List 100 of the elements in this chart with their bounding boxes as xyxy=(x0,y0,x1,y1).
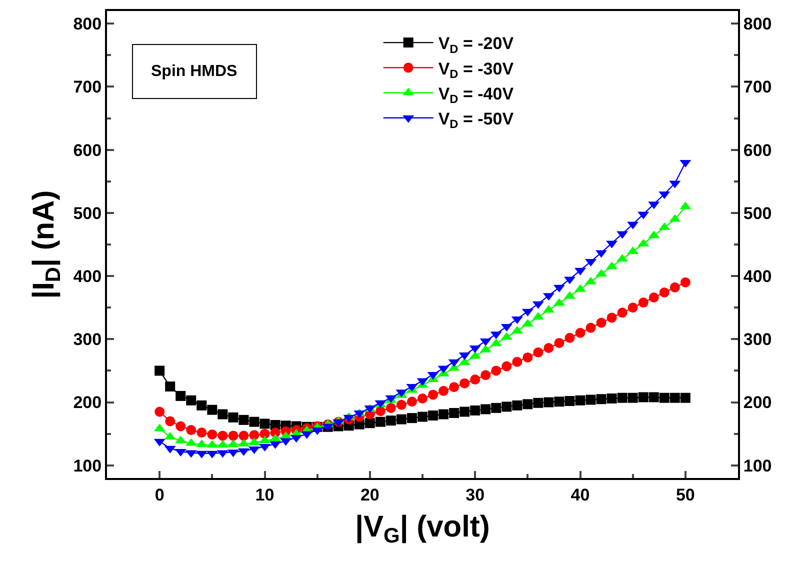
x-tick-label: 0 xyxy=(154,485,164,504)
y2-tick-label: 300 xyxy=(743,330,772,350)
point xyxy=(176,421,186,432)
point xyxy=(418,412,428,422)
point xyxy=(512,356,522,367)
point xyxy=(165,416,176,426)
point xyxy=(260,418,270,429)
point xyxy=(186,395,196,406)
point xyxy=(680,277,690,288)
point xyxy=(512,400,522,410)
point xyxy=(218,430,228,441)
point xyxy=(480,404,491,414)
point xyxy=(617,308,628,318)
point xyxy=(249,416,260,427)
point xyxy=(218,409,228,420)
y-tick-label: 200 xyxy=(73,393,102,412)
point xyxy=(470,405,480,416)
point xyxy=(154,366,165,376)
point xyxy=(544,397,554,408)
y2-tick-label: 600 xyxy=(743,140,772,160)
point xyxy=(428,410,438,421)
point xyxy=(628,392,638,403)
point xyxy=(670,282,680,292)
point xyxy=(502,402,512,412)
x-tick-label: 20 xyxy=(360,485,380,504)
legend-label: V$_{D}$ = -20V xyxy=(438,34,514,56)
point xyxy=(249,430,260,440)
point xyxy=(480,370,491,380)
legend-label: V$_{D}$ = -40V xyxy=(438,84,514,106)
x-axis-title: |V$_{G}$| (volt) xyxy=(355,510,490,548)
y-tick-label: 300 xyxy=(73,330,102,350)
point xyxy=(207,429,218,440)
point xyxy=(438,386,449,396)
point xyxy=(648,292,659,303)
x-tick-label: 50 xyxy=(676,485,695,504)
point xyxy=(564,396,575,406)
legend-label: V$_{D}$ = -50V xyxy=(438,109,514,132)
point xyxy=(544,343,554,353)
annotation: Spin HMDS xyxy=(151,63,238,80)
point xyxy=(575,328,586,338)
y-tick-label: 600 xyxy=(73,140,102,160)
point xyxy=(449,408,460,418)
point xyxy=(522,399,533,410)
point xyxy=(659,392,670,403)
point xyxy=(238,430,249,441)
y2-tick-label: 800 xyxy=(743,14,772,34)
point xyxy=(606,312,617,323)
point xyxy=(522,352,533,362)
point xyxy=(670,392,680,403)
point xyxy=(386,416,396,426)
point xyxy=(606,393,617,404)
y-tick-label: 700 xyxy=(73,78,102,97)
point xyxy=(596,318,606,328)
point xyxy=(638,298,648,308)
point xyxy=(154,406,165,417)
point xyxy=(449,382,460,392)
x-tick-label: 40 xyxy=(570,485,590,504)
point xyxy=(586,322,596,333)
point xyxy=(628,302,638,313)
point xyxy=(396,400,406,410)
point xyxy=(438,409,449,420)
point xyxy=(364,418,375,428)
point xyxy=(228,430,238,441)
point xyxy=(186,425,196,436)
point xyxy=(196,400,207,410)
point xyxy=(207,404,218,415)
point xyxy=(260,428,270,439)
point xyxy=(596,394,606,404)
point xyxy=(406,396,417,407)
x-tick-label: 30 xyxy=(466,485,485,504)
legend-label: V$_{D}$ = -30V xyxy=(438,59,514,81)
y2-tick-label: 100 xyxy=(743,456,772,476)
x-tick-label: 10 xyxy=(255,485,274,504)
point xyxy=(460,378,470,388)
point xyxy=(586,394,596,405)
point xyxy=(659,287,670,298)
point xyxy=(460,406,470,417)
point xyxy=(680,392,690,403)
point xyxy=(418,393,428,404)
point xyxy=(533,398,544,408)
y-tick-label: 800 xyxy=(73,14,102,34)
point xyxy=(491,402,502,413)
point xyxy=(165,381,176,392)
point xyxy=(554,396,564,407)
y2-tick-label: 700 xyxy=(743,78,772,97)
y2-tick-label: 400 xyxy=(743,267,772,286)
point xyxy=(228,412,238,422)
point xyxy=(470,374,480,385)
point xyxy=(375,406,386,416)
point xyxy=(375,416,386,427)
y-tick-label: 500 xyxy=(73,204,102,223)
point xyxy=(648,392,659,402)
point xyxy=(196,428,207,438)
point xyxy=(428,390,438,400)
y2-tick-label: 200 xyxy=(743,393,772,412)
point xyxy=(238,414,249,425)
point xyxy=(554,338,564,348)
y-tick-label: 400 xyxy=(73,267,102,286)
point xyxy=(617,392,628,403)
point xyxy=(406,413,417,424)
